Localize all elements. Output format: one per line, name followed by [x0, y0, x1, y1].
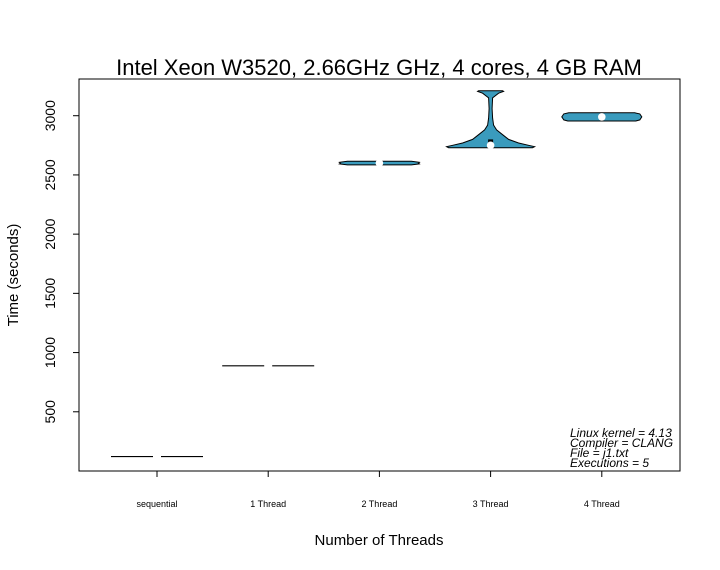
y-tick-label: 2000 — [42, 218, 58, 249]
median-marker — [153, 454, 161, 459]
annotation-line: File = j1.txt — [570, 446, 629, 460]
y-axis: 500 1000 1500 2000 2500 3000 — [42, 100, 79, 424]
chart-title: Intel Xeon W3520, 2.66GHz GHz, 4 cores, … — [116, 55, 642, 80]
median-marker — [264, 363, 273, 368]
violins — [111, 90, 643, 459]
violin-4-thread — [561, 112, 643, 122]
y-tick-label: 2500 — [42, 159, 58, 190]
x-tick-label: 4 Thread — [584, 499, 620, 509]
annotation-line: Compiler = CLANG — [570, 436, 673, 450]
annotation-line: Executions = 5 — [570, 456, 649, 470]
y-axis-title: Time (seconds) — [5, 224, 22, 327]
violin-1-thread — [222, 363, 315, 368]
x-tick-label: 1 Thread — [250, 499, 286, 509]
y-tick-label: 500 — [42, 400, 58, 424]
plot-frame — [78, 78, 681, 472]
violin-sequential — [111, 454, 203, 459]
violin-body — [445, 90, 537, 149]
y-tick-label: 1500 — [42, 278, 58, 309]
x-axis-title: Number of Threads — [315, 532, 444, 549]
y-tick-label: 1000 — [42, 337, 58, 368]
median-marker — [375, 159, 384, 167]
x-tick-label: 3 Thread — [473, 499, 509, 509]
median-marker — [486, 141, 495, 150]
x-axis: sequential 1 Thread 2 Thread 3 Thread 4 Thre… — [136, 471, 620, 509]
x-tick-label: 2 Thread — [361, 499, 397, 509]
violin-3-thread — [445, 90, 537, 150]
violin-2-thread — [338, 159, 421, 167]
median-marker — [598, 113, 606, 121]
x-tick-label: sequential — [136, 499, 177, 509]
annotation-line: Linux kernel = 4.13 — [570, 426, 672, 440]
y-tick-label: 3000 — [42, 100, 58, 131]
